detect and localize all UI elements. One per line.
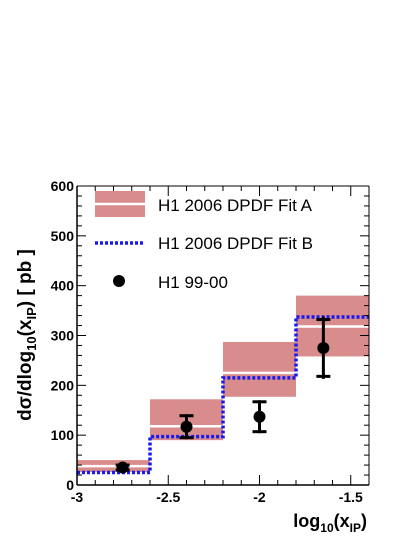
data-point — [116, 461, 129, 474]
legend-label-fit-b: H1 2006 DPDF Fit B — [158, 234, 313, 253]
y-tick-label: 100 — [51, 427, 75, 443]
x-tick-label: -2 — [253, 489, 266, 505]
axis-ticks — [76, 185, 370, 486]
y-tick-label: 0 — [66, 477, 74, 493]
x-axis-title: log10(xIP) — [293, 511, 367, 535]
legend-label-h1-data: H1 99-00 — [158, 273, 228, 292]
data-point — [180, 420, 193, 433]
legend: H1 2006 DPDF Fit A H1 2006 DPDF Fit B H1… — [95, 191, 313, 292]
data-points — [115, 316, 331, 474]
fit-b-dashed-step — [77, 315, 369, 475]
fit-a-band — [223, 341, 296, 397]
y-tick-label: 400 — [51, 278, 75, 294]
y-tick-label: 500 — [51, 228, 75, 244]
y-tick-label: 600 — [51, 178, 75, 194]
y-tick-label: 300 — [51, 328, 75, 344]
legend-marker-h1-data — [113, 275, 125, 287]
x-tick-label: -1.5 — [339, 489, 363, 505]
data-point — [253, 410, 266, 423]
fit-a-bands — [77, 295, 369, 473]
data-point — [317, 341, 330, 354]
x-tick-label: -2.5 — [156, 489, 180, 505]
x-tick-label: -3 — [71, 489, 84, 505]
legend-label-fit-a: H1 2006 DPDF Fit A — [158, 196, 313, 215]
y-axis-title: dσ/dlog10(xIP) [ pb ] — [15, 249, 39, 421]
y-tick-label: 200 — [51, 377, 75, 393]
tick-labels: 0 100 200 300 400 500 600 -3 -2.5 -2 -1.5 — [51, 178, 363, 505]
